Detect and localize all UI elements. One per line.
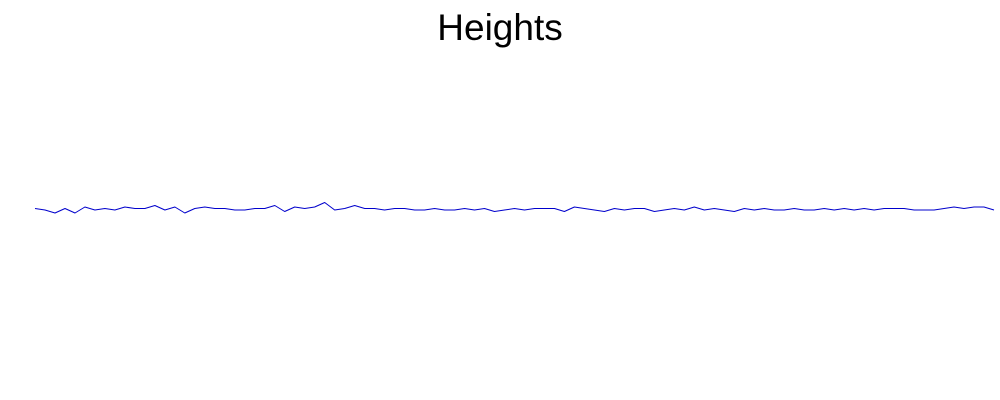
chart-title: Heights <box>437 7 563 48</box>
series-line-0 <box>34 202 995 214</box>
series-layer <box>34 202 995 214</box>
